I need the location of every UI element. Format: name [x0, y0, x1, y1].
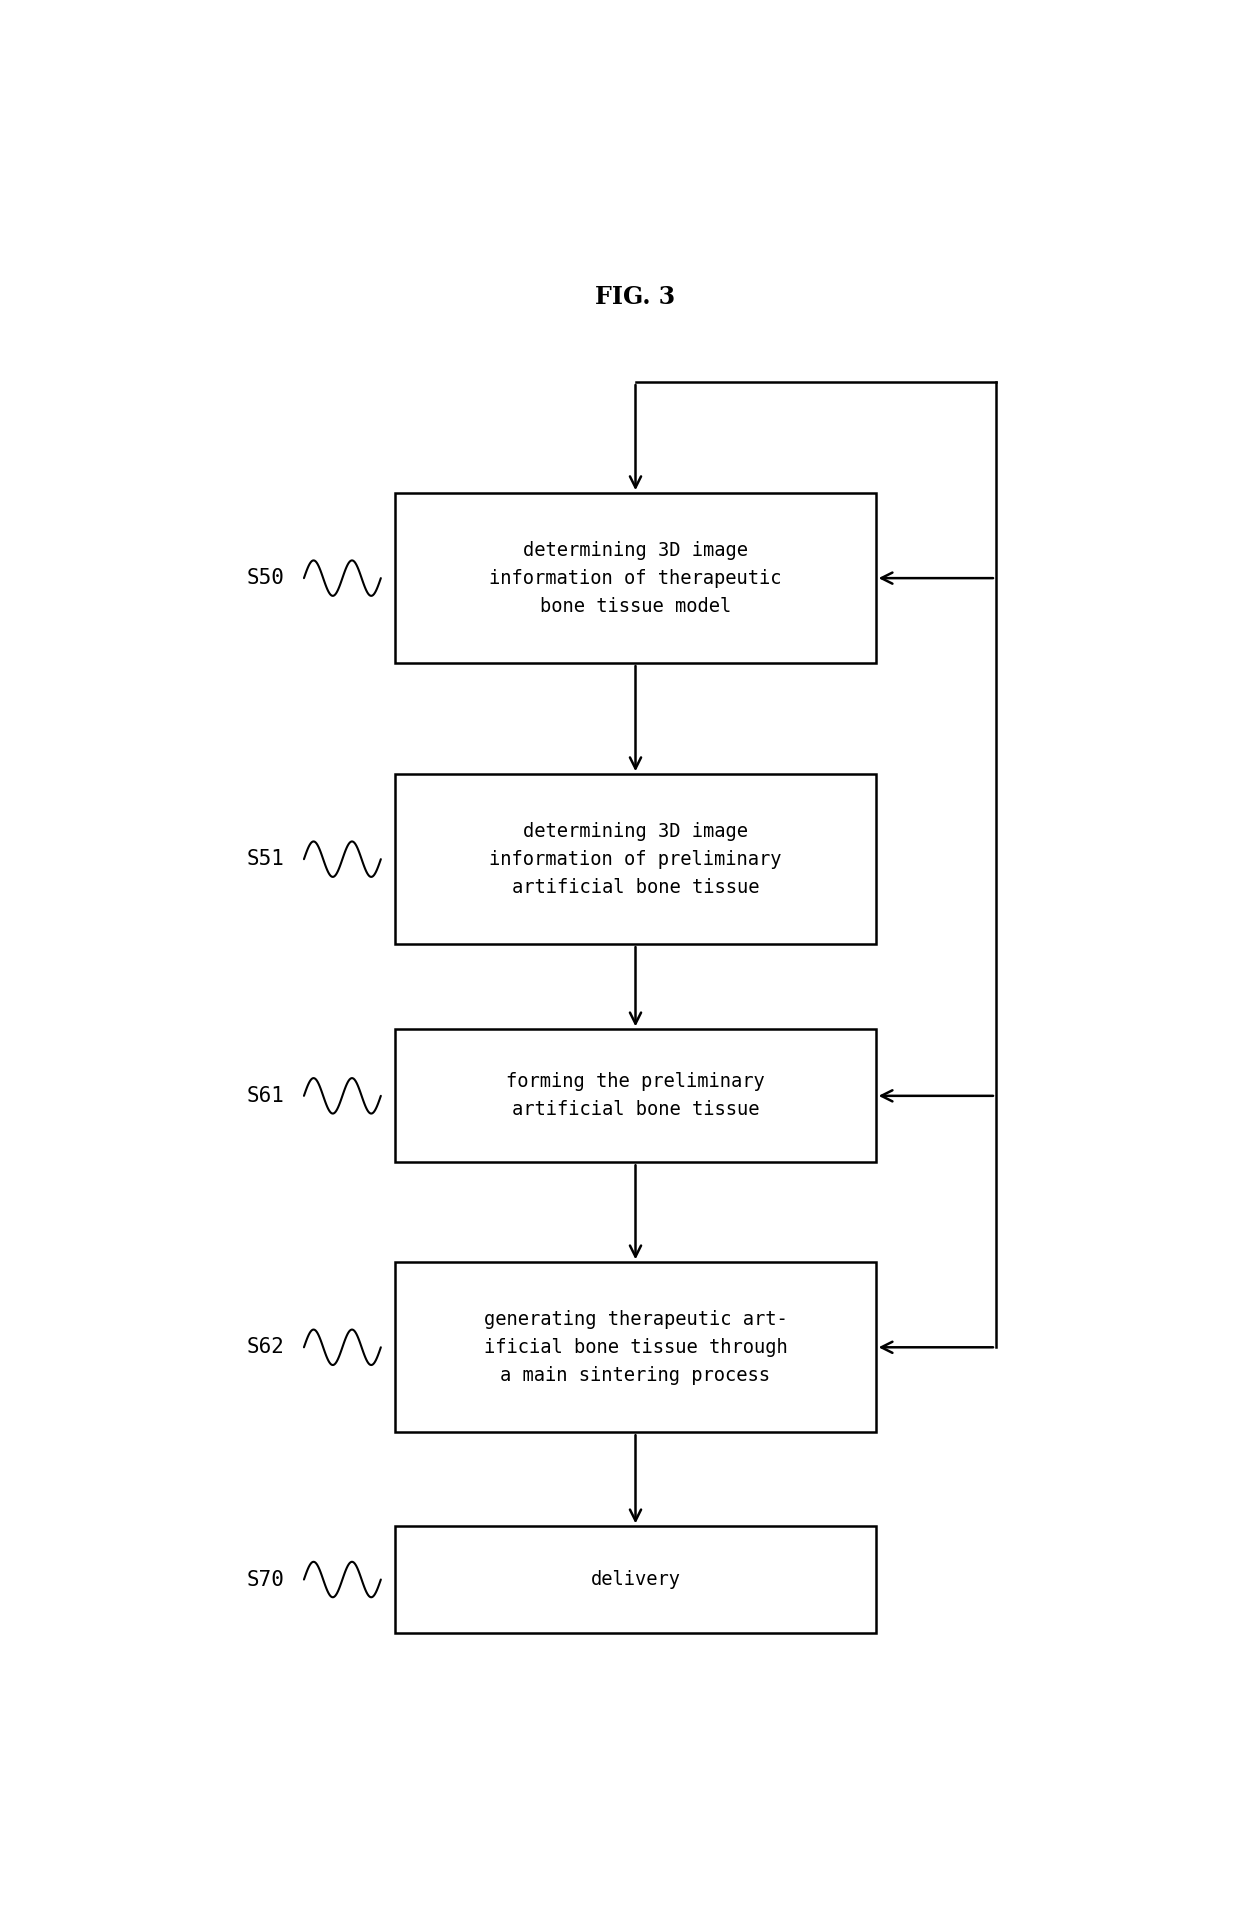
Bar — [396, 1262, 875, 1433]
Bar — [396, 1527, 875, 1633]
Text: determining 3D image
information of therapeutic
bone tissue model: determining 3D image information of ther… — [490, 540, 781, 615]
Bar — [396, 494, 875, 663]
Text: FIG. 3: FIG. 3 — [595, 284, 676, 309]
Text: generating therapeutic art-
ificial bone tissue through
a main sintering process: generating therapeutic art- ificial bone… — [484, 1310, 787, 1385]
Text: S61: S61 — [247, 1085, 284, 1106]
Text: forming the preliminary
artificial bone tissue: forming the preliminary artificial bone … — [506, 1072, 765, 1120]
Bar — [396, 1030, 875, 1162]
Text: delivery: delivery — [590, 1569, 681, 1589]
Bar — [396, 774, 875, 945]
Text: determining 3D image
information of preliminary
artificial bone tissue: determining 3D image information of prel… — [490, 822, 781, 897]
Text: S50: S50 — [247, 569, 284, 588]
Text: S62: S62 — [247, 1337, 284, 1358]
Text: S70: S70 — [247, 1569, 284, 1589]
Text: S51: S51 — [247, 849, 284, 868]
